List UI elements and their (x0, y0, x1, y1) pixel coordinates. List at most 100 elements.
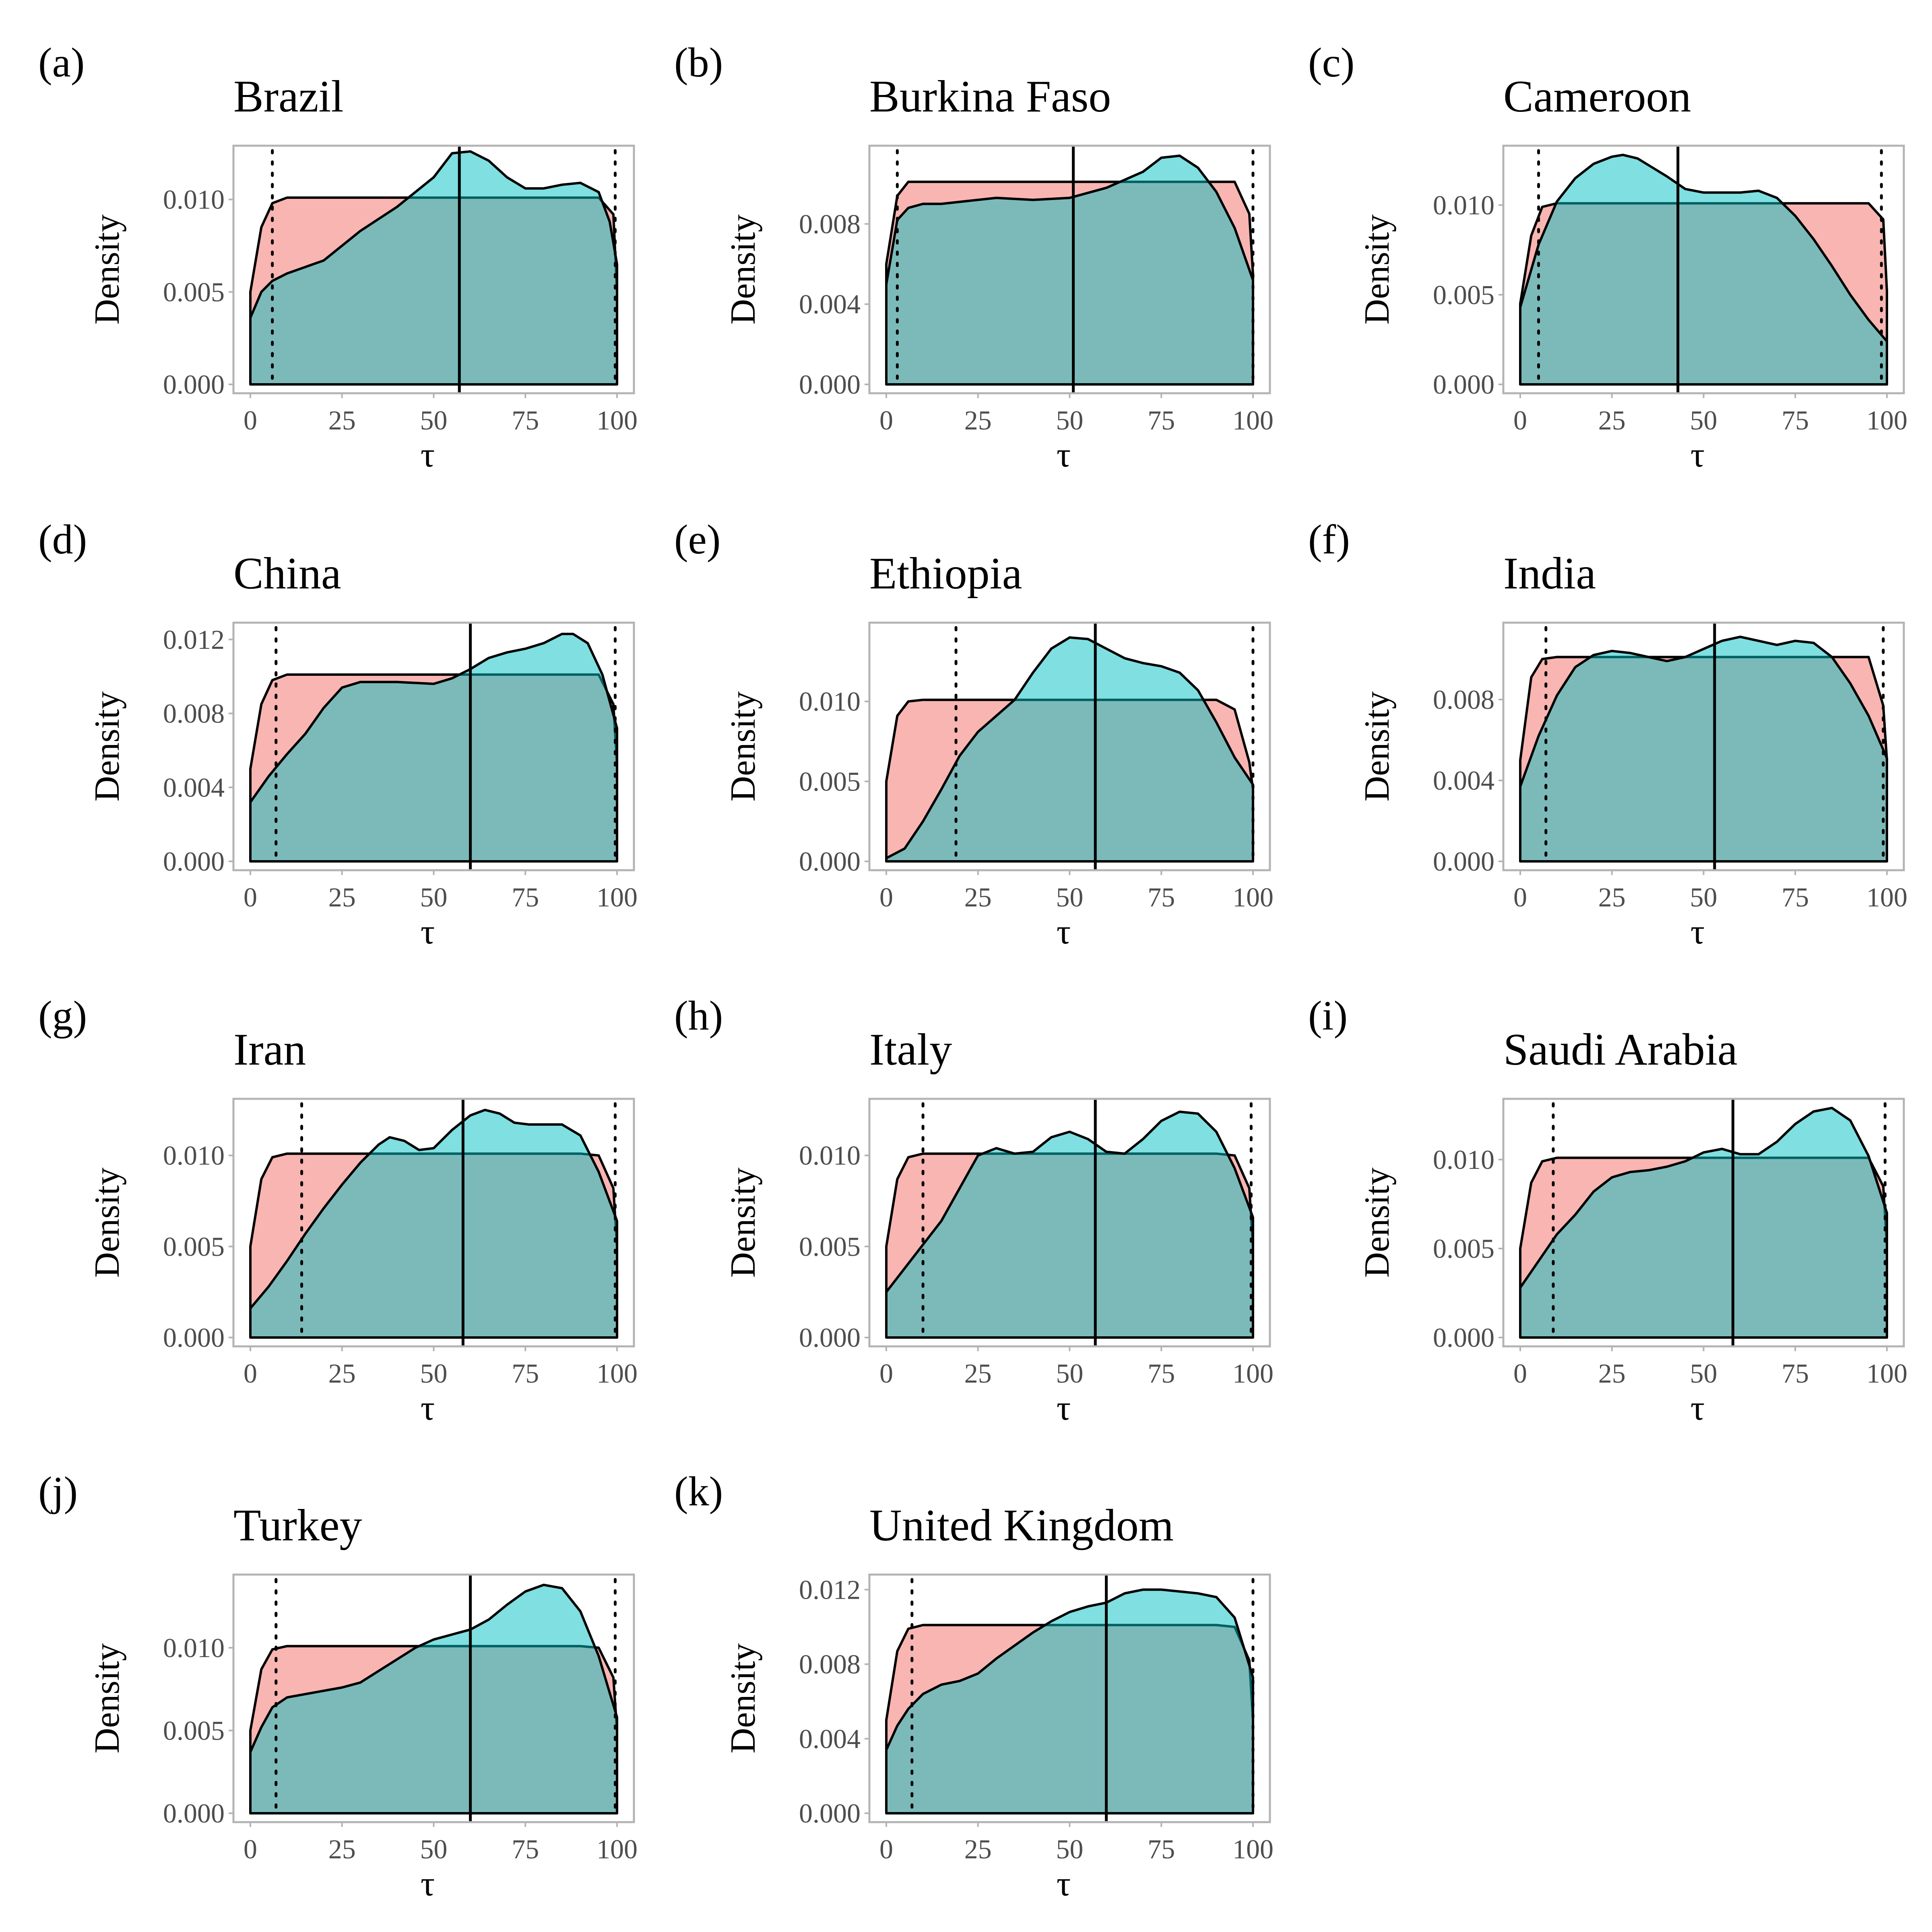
x-tick-label: 100 (597, 1834, 638, 1864)
panel-letter: (h) (674, 993, 723, 1039)
density-series-2 (249, 633, 618, 863)
panel-letter: (i) (1308, 993, 1348, 1039)
density-series-2 (249, 150, 618, 386)
panel-title: Ethiopia (869, 549, 1022, 599)
y-tick-label: 0.010 (163, 1140, 225, 1171)
y-tick-label: 0.004 (799, 1724, 861, 1754)
panel-letter: (k) (674, 1468, 723, 1515)
y-tick-label: 0.012 (799, 1574, 861, 1605)
x-tick-label: 50 (1690, 882, 1717, 912)
panel-title: United Kingdom (869, 1501, 1174, 1550)
panel-title: Iran (233, 1025, 306, 1075)
x-tick-label: 0 (244, 882, 257, 912)
x-tick-label: 50 (420, 405, 448, 436)
y-tick-label: 0.005 (799, 1231, 861, 1262)
x-tick-label: 50 (1056, 405, 1084, 436)
y-tick-label: 0.008 (1433, 684, 1494, 715)
x-tick-label: 75 (1148, 1358, 1175, 1389)
y-tick-label: 0.000 (799, 1798, 861, 1829)
density-series-2 (249, 1583, 618, 1814)
y-tick-label: 0.010 (163, 184, 225, 215)
x-tick-label: 25 (964, 405, 992, 436)
y-axis-title: Density (88, 1168, 127, 1278)
panel-title: Turkey (233, 1501, 362, 1550)
x-tick-label: 0 (244, 1834, 257, 1864)
x-tick-label: 25 (964, 1834, 992, 1864)
density-series-2 (1519, 1106, 1888, 1339)
density-series-2 (1519, 636, 1888, 863)
panel-letter: (a) (38, 39, 85, 86)
x-tick-label: 100 (597, 405, 638, 436)
y-tick-label: 0.010 (1433, 1144, 1494, 1175)
panel-iran: (g) Iran 0 25 50 75 100 0.000 0.005 0.010 τ Density (38, 993, 638, 1428)
x-tick-label: 0 (244, 405, 257, 436)
x-axis-title: τ (421, 436, 435, 475)
y-tick-label: 0.005 (163, 277, 225, 307)
y-axis-title: Density (88, 691, 127, 802)
x-tick-label: 25 (964, 1358, 992, 1389)
panel-letter: (j) (38, 1468, 78, 1515)
panel-letter: (g) (38, 993, 87, 1039)
y-tick-label: 0.000 (1433, 846, 1494, 877)
x-tick-label: 0 (1513, 405, 1527, 436)
x-tick-label: 25 (328, 1358, 356, 1389)
panel-title: India (1503, 549, 1596, 599)
y-tick-label: 0.005 (1433, 1233, 1494, 1264)
density-series-2 (885, 636, 1254, 863)
panel-letter: (f) (1308, 516, 1350, 563)
y-axis-title: Density (88, 215, 127, 325)
x-axis-title: τ (1057, 912, 1071, 952)
x-tick-label: 25 (1598, 405, 1626, 436)
y-tick-label: 0.000 (1433, 369, 1494, 400)
panel-brazil: (a) Brazil 0 25 50 75 100 0.000 0.005 0.010 τ Densi… (38, 39, 638, 475)
x-tick-label: 0 (879, 405, 893, 436)
y-tick-label: 0.005 (163, 1715, 225, 1746)
y-tick-label: 0.004 (1433, 765, 1494, 796)
x-axis-title: τ (1690, 436, 1705, 475)
x-tick-label: 0 (879, 1834, 893, 1864)
panel-india: (f) India 0 25 50 75 100 0.000 0.004 0.008 τ Densit… (1308, 516, 1907, 952)
density-series-2 (885, 1588, 1254, 1814)
x-axis-title: τ (1057, 1389, 1071, 1428)
density-series-2 (885, 154, 1254, 386)
y-axis-title: Density (724, 1643, 763, 1754)
y-axis-title: Density (724, 1168, 763, 1278)
y-axis-title: Density (724, 215, 763, 325)
y-axis-title: Density (1358, 691, 1397, 802)
y-tick-label: 0.000 (1433, 1322, 1494, 1353)
x-tick-label: 25 (1598, 882, 1626, 912)
y-tick-label: 0.012 (163, 624, 225, 655)
x-tick-label: 0 (879, 882, 893, 912)
x-tick-label: 100 (1232, 882, 1274, 912)
x-tick-label: 75 (1781, 882, 1809, 912)
x-tick-label: 100 (1232, 1358, 1274, 1389)
x-tick-label: 100 (1232, 1834, 1274, 1864)
x-tick-label: 100 (597, 1358, 638, 1389)
y-tick-label: 0.004 (163, 772, 225, 803)
x-tick-label: 25 (964, 882, 992, 912)
y-tick-label: 0.000 (163, 1322, 225, 1353)
panel-letter: (c) (1308, 39, 1354, 86)
x-tick-label: 100 (1866, 882, 1907, 912)
x-axis-title: τ (1690, 912, 1705, 952)
y-tick-label: 0.005 (163, 1231, 225, 1262)
panel-china: (d) China 0 25 50 75 100 0.000 0.004 0.008 0.012 τ D… (38, 516, 638, 952)
panel-cameroon: (c) Cameroon 0 25 50 75 100 0.000 0.005 0.010 τ Den… (1308, 39, 1907, 475)
y-axis-title: Density (1358, 1168, 1397, 1278)
x-tick-label: 75 (512, 405, 539, 436)
panel-title: Cameroon (1503, 72, 1691, 122)
panel-letter: (b) (674, 39, 723, 86)
x-tick-label: 0 (1513, 882, 1527, 912)
y-tick-label: 0.005 (799, 766, 861, 797)
y-axis-title: Density (1358, 215, 1397, 325)
x-tick-label: 0 (879, 1358, 893, 1389)
panel-italy: (h) Italy 0 25 50 75 100 0.000 0.005 0.010 τ Densit… (674, 993, 1274, 1428)
y-tick-label: 0.010 (799, 686, 861, 717)
x-tick-label: 25 (1598, 1358, 1626, 1389)
y-tick-label: 0.000 (799, 846, 861, 877)
panel-burkina-faso: (b) Burkina Faso 0 25 50 75 100 0.000 0.004 0.008… (674, 39, 1274, 475)
x-tick-label: 50 (420, 882, 448, 912)
panel-title: Burkina Faso (869, 72, 1111, 122)
x-axis-title: τ (1057, 1864, 1071, 1903)
x-tick-label: 50 (1690, 405, 1717, 436)
